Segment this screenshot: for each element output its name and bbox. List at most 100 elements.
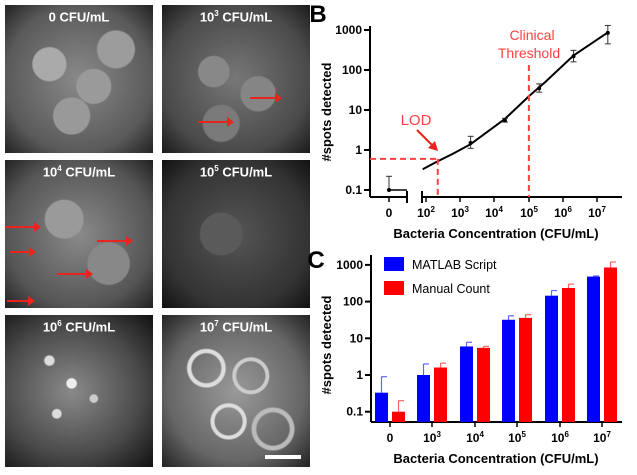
data-point (605, 30, 610, 35)
bar-matlab-script (587, 276, 600, 422)
x-tick-label: 0 (386, 206, 393, 220)
tick-base: 10 (417, 206, 431, 220)
x-tick-label: 107 (588, 205, 606, 220)
y-tick-label: 100 (343, 295, 363, 309)
tick-exp: 2 (430, 205, 435, 214)
panel-letter-c: C (307, 247, 324, 274)
tick-exp: 5 (533, 205, 538, 214)
scale-bar (265, 455, 301, 459)
tick-base: 10 (485, 206, 499, 220)
y-tick-label: 0.1 (345, 183, 362, 197)
tick-base: 10 (588, 206, 602, 220)
micrograph-1e4: 104 CFU/mL (5, 160, 153, 308)
bar-matlab-script (417, 375, 430, 422)
x-tick-label: 103 (451, 205, 469, 220)
y-tick-label: 0.1 (346, 405, 363, 419)
x-tick-label: 103 (423, 430, 441, 445)
label-unit: CFU/mL (55, 9, 110, 25)
bar-matlab-script (502, 319, 515, 422)
tick-exp: 6 (567, 205, 572, 214)
legend-swatch (384, 281, 404, 295)
tick-base: 10 (508, 431, 522, 445)
tick-exp: 3 (436, 430, 441, 439)
tick-base: 10 (451, 206, 465, 220)
tick-exp: 5 (521, 430, 526, 439)
label-exp: 3 (214, 9, 219, 18)
x-tick-label: 105 (520, 205, 538, 220)
x-tick-label: 102 (417, 205, 435, 220)
label-exp: 7 (214, 319, 219, 328)
micrograph-label: 106 CFU/mL (5, 319, 153, 334)
panel-letter-b: B (309, 1, 326, 28)
tick-exp: 6 (564, 430, 569, 439)
threshold-label: Clinical (509, 27, 554, 43)
label-unit: CFU/mL (61, 319, 116, 335)
y-tick-label: 10 (350, 331, 364, 345)
x-axis-title: Bacteria Concentration (CFU/mL) (393, 226, 598, 241)
label-unit: CFU/mL (218, 164, 273, 180)
label-base: 10 (42, 319, 58, 335)
bar-matlab-script (545, 295, 558, 422)
bar-matlab-script (375, 392, 388, 422)
bar-manual-count (604, 267, 617, 422)
data-point (537, 86, 542, 91)
lod-arrowhead (428, 141, 438, 151)
label-base: 10 (199, 319, 215, 335)
label-unit: CFU/mL (218, 9, 273, 25)
legend-label: MATLAB Script (412, 258, 497, 272)
tick-exp: 4 (498, 205, 503, 214)
micrograph-label: 0 CFU/mL (5, 9, 153, 24)
red-arrow (5, 222, 41, 232)
label-base: 10 (199, 164, 215, 180)
red-arrow (250, 93, 282, 103)
micrograph-0: 0 CFU/mL (5, 5, 153, 153)
red-arrow (10, 247, 36, 257)
x-tick-label: 106 (554, 205, 572, 220)
tick-base: 10 (520, 206, 534, 220)
micrograph-label: 105 CFU/mL (162, 164, 310, 179)
label-base: 10 (199, 9, 215, 25)
tick-base: 10 (466, 431, 480, 445)
bar-manual-count (519, 317, 532, 422)
y-tick-label: 1000 (336, 258, 363, 272)
data-point (502, 118, 507, 123)
tick-exp: 7 (601, 205, 606, 214)
micrograph-label: 104 CFU/mL (5, 164, 153, 179)
tick-base: 10 (551, 431, 565, 445)
threshold-label: Threshold (498, 45, 560, 61)
micrograph-1e3: 103 CFU/mL (162, 5, 310, 153)
y-axis-title: #spots detected (319, 62, 334, 161)
tick-exp: 7 (606, 430, 611, 439)
tick-exp: 4 (479, 430, 484, 439)
micrograph-label: 103 CFU/mL (162, 9, 310, 24)
tick-base: 10 (554, 206, 568, 220)
tick-base: 10 (593, 431, 607, 445)
lod-label: LOD (401, 112, 432, 129)
label-base: 10 (42, 164, 58, 180)
y-tick-label: 10 (349, 103, 363, 117)
red-arrow (97, 236, 133, 246)
y-axis-title: #spots detected (319, 295, 334, 394)
micrograph-1e7: 107 CFU/mL (162, 315, 310, 467)
label-unit: CFU/mL (218, 319, 273, 335)
bar-matlab-script (460, 346, 473, 422)
label-exp: 6 (57, 319, 62, 328)
red-arrow (7, 296, 35, 306)
x-tick-label: 107 (593, 430, 611, 445)
label-base: 0 (48, 9, 56, 25)
tick-base: 10 (423, 431, 437, 445)
x-tick-label: 104 (485, 205, 503, 220)
red-arrow (57, 269, 93, 279)
tick-base: 0 (386, 206, 393, 220)
tick-base: 0 (387, 431, 394, 445)
y-tick-label: 1 (355, 143, 362, 157)
y-tick-label: 1000 (335, 23, 362, 37)
label-exp: 4 (57, 164, 62, 173)
red-arrow (198, 117, 234, 127)
lod-arrow (416, 129, 434, 147)
data-point (468, 140, 473, 145)
micrograph-1e6: 106 CFU/mL (5, 315, 153, 467)
micrograph-label: 107 CFU/mL (162, 319, 310, 334)
